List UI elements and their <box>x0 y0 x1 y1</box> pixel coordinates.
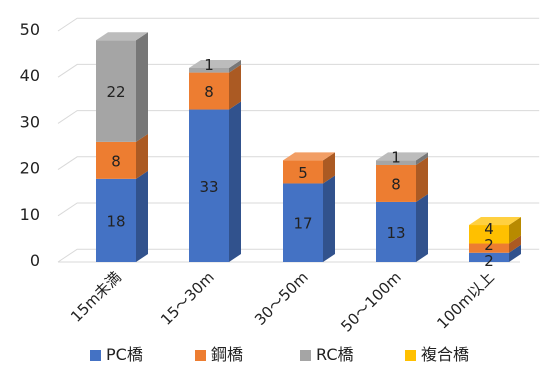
bar-stack: 13 8 1 <box>376 148 428 262</box>
bar-front-face <box>189 109 229 262</box>
data-label: 2 <box>484 252 494 270</box>
y-tick-label: 40 <box>20 66 40 85</box>
legend-item: 複合橋 <box>405 345 469 364</box>
y-tick-label: 50 <box>20 20 40 39</box>
bar-front-face <box>283 183 323 262</box>
bar-side-face <box>416 193 428 262</box>
bar-front-face <box>96 178 136 262</box>
bar-segment <box>189 64 241 110</box>
bar-side-face <box>136 170 148 262</box>
bar-side-face <box>229 64 241 110</box>
legend-label: PC橋 <box>106 345 143 364</box>
bar-front-face <box>376 201 416 262</box>
legend-swatch <box>90 350 101 361</box>
bar-top-face <box>283 152 335 161</box>
bar-segment <box>283 175 335 262</box>
bar-side-face <box>229 59 241 73</box>
legend-swatch <box>195 350 206 361</box>
bar-segment <box>189 59 241 73</box>
bar-segment <box>96 170 148 262</box>
bar-side-face <box>323 175 335 262</box>
data-label: 13 <box>386 224 405 242</box>
bar-side-face <box>416 156 428 202</box>
bar-side-face <box>509 235 521 253</box>
bar-side-face <box>416 152 428 165</box>
x-axis-category-labels: 15m未満 15～30m 30～50m 50～100m 100m以上 <box>67 268 498 335</box>
bar-segment <box>376 193 428 262</box>
bar-side-face <box>229 101 241 262</box>
bar-top-face <box>376 152 428 161</box>
legend-label: RC橋 <box>316 345 354 364</box>
bar-front-face <box>469 225 509 244</box>
bar-top-face <box>96 32 148 41</box>
legend-swatch <box>405 350 416 361</box>
bar-front-face <box>469 252 509 262</box>
bar-segment <box>376 156 428 202</box>
x-category-label: 30～50m <box>251 268 312 329</box>
data-label: 18 <box>106 212 125 230</box>
gridline <box>57 110 540 124</box>
bar-front-face <box>376 164 416 202</box>
x-category-label: 15～30m <box>157 268 218 329</box>
y-tick-label: 0 <box>30 251 40 270</box>
bar-front-face <box>376 160 416 165</box>
bar-top-face <box>469 217 521 226</box>
bar-front-face <box>469 243 509 253</box>
data-label: 8 <box>391 175 401 193</box>
data-label: 4 <box>484 220 494 238</box>
bar-side-face <box>323 152 335 184</box>
bar-stack: 18 8 22 <box>96 32 148 262</box>
data-label: 33 <box>199 178 218 196</box>
data-label: 2 <box>484 236 494 254</box>
bar-segment <box>376 152 428 165</box>
bar-front-face <box>96 40 136 142</box>
bar-segment <box>189 101 241 262</box>
data-label: 22 <box>106 83 125 101</box>
bar-segment <box>96 32 148 142</box>
bar-front-face <box>189 67 229 73</box>
bar-side-face <box>136 133 148 179</box>
bar-side-face <box>509 217 521 244</box>
legend-label: 複合橋 <box>421 345 469 364</box>
gridline <box>57 63 540 78</box>
bar-stack: 224 <box>469 217 521 270</box>
bar-front-face <box>96 141 136 179</box>
y-axis-tick-labels: 0 10 20 30 40 50 <box>20 20 40 270</box>
y-tick-label: 20 <box>20 159 40 178</box>
bar-segment <box>96 133 148 179</box>
bar-side-face <box>509 244 521 262</box>
x-category-label: 100m以上 <box>433 268 498 333</box>
bar-stack: 33 8 1 <box>189 56 241 262</box>
data-label: 17 <box>293 215 312 233</box>
bar-stack: 17 5 <box>283 152 335 262</box>
legend-item: 鋼橋 <box>195 345 243 364</box>
legend-label: 鋼橋 <box>211 345 243 364</box>
bar-side-face <box>136 32 148 142</box>
bar-segment <box>469 235 521 253</box>
y-tick-label: 10 <box>20 205 40 224</box>
data-label: 5 <box>298 164 308 182</box>
gridline <box>57 17 540 32</box>
y-tick-label: 30 <box>20 112 40 131</box>
x-category-label: 50～100m <box>337 268 404 335</box>
legend-item: RC橋 <box>300 345 354 364</box>
bar-segment <box>283 152 335 184</box>
legend-item: PC橋 <box>90 345 143 364</box>
legend-swatch <box>300 350 311 361</box>
bar-top-face <box>189 59 241 68</box>
data-label: 1 <box>391 148 401 166</box>
data-label: 8 <box>204 83 214 101</box>
data-label: 1 <box>204 56 214 74</box>
bar-front-face <box>189 72 229 110</box>
x-category-label: 15m未満 <box>67 268 125 326</box>
bar-segment <box>469 244 521 262</box>
legend: PC橋 鋼橋 RC橋 複合橋 <box>90 345 469 364</box>
bar-segment <box>469 217 521 244</box>
bar-front-face <box>283 160 323 184</box>
data-label: 8 <box>111 152 121 170</box>
